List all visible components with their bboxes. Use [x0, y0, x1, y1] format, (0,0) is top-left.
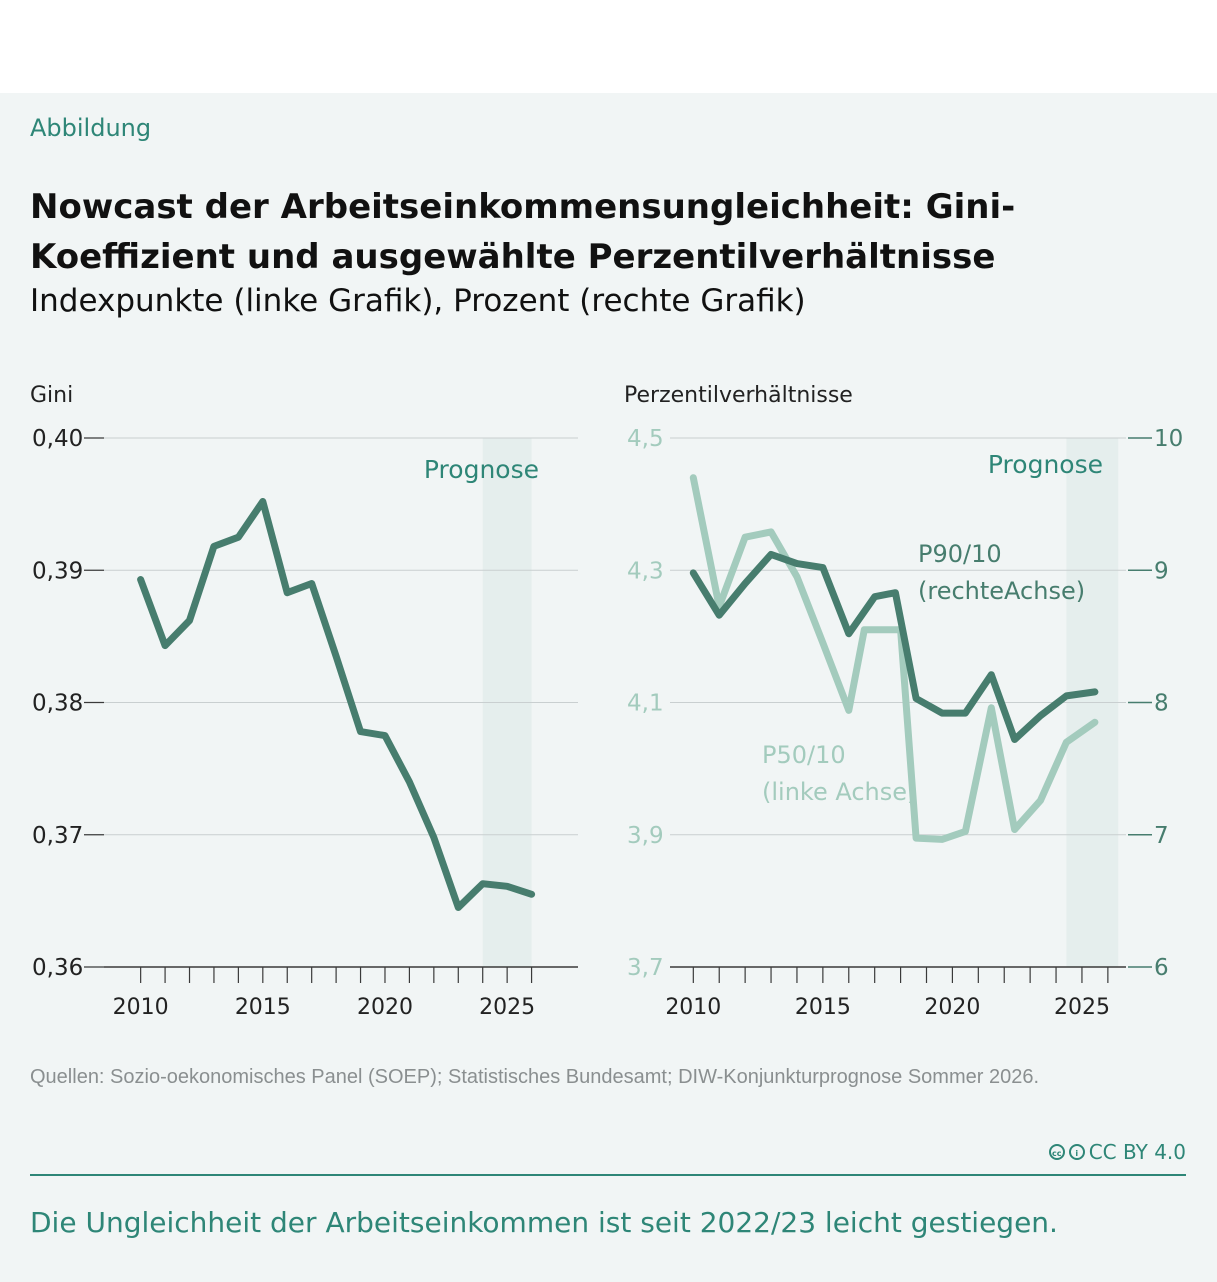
y-axis-label-percentile: Perzentilverhältnisse	[624, 383, 853, 408]
series-label-p90-10-axis: (rechteAchse)	[918, 577, 1085, 605]
forecast-label-percentile: Prognose	[988, 450, 1103, 479]
y-tick-label-right: 6	[1154, 955, 1169, 981]
series-line-p50-10	[689, 474, 1099, 843]
series-line-gini	[137, 498, 536, 911]
series-label-p50-10-axis: (linke Achse)	[762, 778, 916, 806]
series-label-p90-10-name: P90/10	[918, 540, 1002, 568]
x-tick-label-gini: 2025	[479, 995, 535, 1020]
chart-subtitle: Indexpunkte (linke Grafik), Prozent (rec…	[30, 283, 806, 319]
y-tick-label-gini: 0,37	[32, 823, 83, 849]
y-tick-label-left: 4,1	[627, 691, 664, 717]
forecast-label-gini: Prognose	[424, 455, 539, 484]
y-tick-label-left: 3,7	[627, 955, 664, 981]
y-tick-label-gini: 0,40	[32, 426, 83, 452]
x-tick-label-percentile: 2025	[1054, 995, 1110, 1020]
figure-panel	[0, 93, 1217, 1282]
y-axis-label-gini: Gini	[30, 383, 73, 408]
x-tick-label-percentile: 2020	[924, 995, 980, 1020]
y-tick-label-left: 4,3	[627, 558, 664, 584]
x-tick-label-percentile: 2010	[665, 995, 721, 1020]
y-tick-label-left: 3,9	[627, 823, 664, 849]
y-tick-label-gini: 0,36	[32, 955, 83, 981]
y-tick-label-left: 4,5	[627, 426, 664, 452]
y-tick-label-gini: 0,38	[32, 691, 83, 717]
series-label-p50-10-name: P50/10	[762, 741, 846, 769]
footer-divider	[30, 1174, 1186, 1176]
x-tick-label-gini: 2020	[357, 995, 413, 1020]
y-tick-label-right: 10	[1154, 426, 1183, 452]
chart-title: Nowcast der Arbeitseinkommensungleichhei…	[30, 187, 1016, 277]
cc-icon: cc	[1048, 1144, 1065, 1160]
takeaway-text: Die Ungleichheit der Arbeitseinkommen is…	[30, 1206, 1058, 1239]
license-label: CC BY 4.0	[1088, 1140, 1186, 1164]
y-tick-label-right: 7	[1154, 823, 1169, 849]
license-badge[interactable]: cc i CC BY 4.0	[1048, 1140, 1186, 1164]
attribution-icon: i	[1068, 1144, 1085, 1160]
series-line-p90-10	[689, 550, 1099, 743]
x-tick-label-gini: 2015	[235, 995, 291, 1020]
x-tick-label-gini: 2010	[113, 995, 169, 1020]
source-note: Quellen: Sozio-oekonomisches Panel (SOEP…	[30, 1066, 1040, 1088]
y-tick-label-right: 8	[1154, 691, 1169, 717]
y-tick-label-gini: 0,39	[32, 558, 83, 584]
x-tick-label-percentile: 2015	[795, 995, 851, 1020]
figure-label: Abbildung	[30, 114, 152, 142]
y-tick-label-right: 9	[1154, 558, 1169, 584]
